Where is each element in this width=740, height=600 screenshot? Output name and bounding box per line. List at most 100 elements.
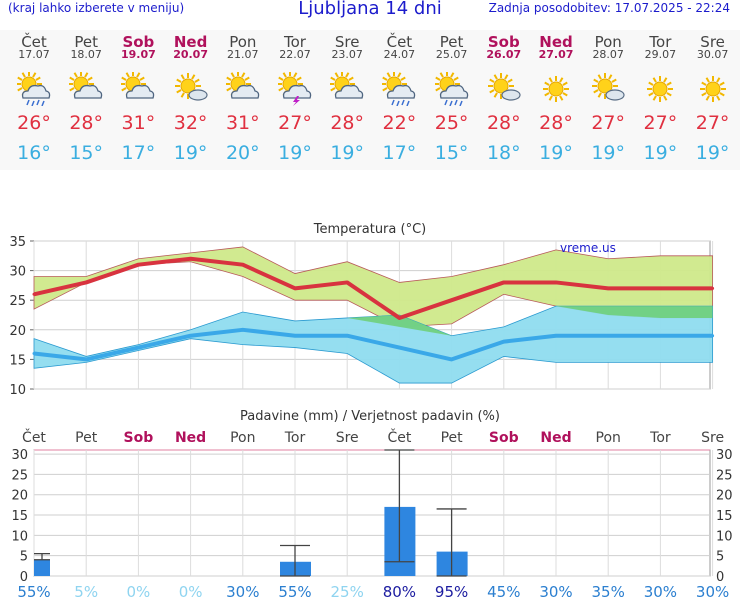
precipitation-day-label: Pon (230, 430, 255, 446)
forecast-days: Čet 17.07 26° 16° Pet 18.07 28° 15° Sob 19.07 31° 1… (0, 30, 740, 170)
precipitation-probability: 55% (17, 583, 50, 600)
day-column: Sre 23.07 28° 19° (321, 30, 373, 170)
day-name: Pet (439, 33, 464, 51)
min-temperature: 19° (330, 142, 365, 164)
menu-hint[interactable]: (kraj lahko izberete v meniju) (8, 1, 185, 15)
precipitation-tick-label-left: 5 (20, 550, 28, 565)
sun-cloud-rain-icon (17, 72, 51, 106)
min-temperature-point (606, 334, 610, 338)
cloud (230, 84, 260, 99)
min-temperature-point (711, 334, 715, 338)
sun-cloud-icon (225, 72, 260, 99)
max-temperature-line (33, 256, 713, 320)
precipitation-day-label: Tor (284, 430, 306, 446)
day-column: Sob 26.07 28° 18° (478, 30, 530, 170)
cloud (387, 84, 416, 99)
min-temperature: 18° (486, 142, 521, 164)
precipitation-title: Padavine (mm) / Verjetnost padavin (%) (240, 409, 500, 424)
precipitation-tick-label-right: 10 (716, 529, 733, 544)
sun (543, 76, 569, 102)
day-date: 17.07 (18, 48, 50, 61)
day-date: 18.07 (70, 48, 102, 61)
day-name: Pon (594, 33, 622, 51)
cloud (501, 89, 521, 101)
sun-icon (543, 76, 569, 102)
day-name: Sre (334, 33, 360, 51)
precipitation-probability: 30% (644, 583, 677, 600)
precipitation-tick-label-right: 30 (716, 448, 733, 463)
min-temperature: 19° (278, 142, 312, 164)
temperature-tick-label: 25 (9, 294, 26, 309)
precipitation-tick-label-left: 30 (11, 448, 28, 463)
min-temperature-band (33, 305, 713, 384)
max-temperature: 28° (486, 112, 521, 134)
day-date: 25.07 (435, 48, 468, 61)
day-date: 20.07 (173, 48, 208, 61)
day-name: Tor (284, 33, 306, 51)
day-date: 29.07 (644, 48, 677, 61)
cloud (187, 89, 208, 101)
min-temperature: 19° (539, 142, 573, 164)
temperature-tick-label: 10 (9, 383, 26, 398)
cloud (439, 84, 468, 99)
min-temperature-point (502, 340, 506, 344)
sun-cloud-rain-icon (382, 72, 416, 106)
day-name: Čet (21, 33, 47, 51)
temperature-tick-label: 35 (9, 235, 26, 250)
max-temperature: 22° (382, 112, 417, 134)
top-bar: (kraj lahko izberete v meniju) Ljubljana… (0, 0, 740, 20)
max-temperature: 28° (539, 112, 573, 134)
sun-small-cloud-icon (592, 73, 625, 101)
sun-small-cloud-icon (174, 73, 208, 101)
precipitation-tick-label-right: 25 (716, 468, 733, 483)
max-temperature-point (711, 286, 715, 290)
min-temperature: 19° (591, 142, 626, 164)
min-temperature: 19° (695, 142, 730, 164)
precipitation-day-label: Sob (124, 430, 154, 446)
precipitation-probability: 30% (539, 583, 572, 600)
sun-cloud-icon (69, 72, 103, 99)
max-temperature-point (32, 292, 36, 296)
day-column: Ned 20.07 32° 19° (165, 30, 217, 170)
min-temperature: 16° (17, 142, 51, 164)
max-temperature: 27° (643, 112, 678, 134)
precipitation-probability: 25% (331, 583, 364, 600)
precipitation-probability: 5% (74, 583, 98, 600)
day-date: 19.07 (120, 48, 156, 61)
max-temperature: 28° (330, 112, 365, 134)
min-temperature: 19° (643, 142, 678, 164)
max-temperature: 27° (278, 112, 312, 134)
day-column: Ned 27.07 28° 19° (530, 30, 582, 170)
precipitation-day-label: Čet (22, 428, 46, 446)
min-temperature-point (293, 334, 297, 338)
precipitation-day-label: Tor (649, 430, 671, 446)
day-name: Sre (700, 33, 725, 51)
charts: Temperatura (°C) 10 15 20 25 30 35 vreme.us Pada… (9, 222, 733, 600)
precipitation-day-label: Pet (441, 430, 464, 446)
min-temperature: 17° (121, 142, 156, 164)
day-name: Pon (229, 33, 257, 51)
temperature-tick-label: 20 (9, 324, 26, 339)
cloud (126, 84, 155, 99)
min-temperature: 17° (382, 142, 417, 164)
day-date: 27.07 (538, 48, 574, 61)
precipitation-tick-label-right: 0 (716, 570, 724, 585)
day-column: Čet 17.07 26° 16° (8, 30, 60, 170)
max-temperature-point (293, 286, 297, 290)
max-temperature: 31° (121, 112, 156, 134)
precipitation-tick-label-left: 25 (11, 468, 28, 483)
precipitation-day-label: Ned (540, 430, 571, 446)
sun (174, 73, 201, 99)
min-temperature-point (345, 334, 349, 338)
rain (26, 99, 45, 106)
day-date: 23.07 (331, 48, 363, 61)
min-temperature-point (189, 334, 193, 338)
max-temperature-point (554, 280, 558, 284)
day-name: Tor (649, 33, 672, 51)
precipitation-day-label: Pet (75, 430, 98, 446)
min-temperature-point (241, 328, 245, 332)
day-name: Sob (122, 33, 155, 51)
max-temperature-point (397, 316, 401, 320)
max-temperature-point (189, 257, 193, 261)
precipitation-probability: 35% (592, 583, 625, 600)
